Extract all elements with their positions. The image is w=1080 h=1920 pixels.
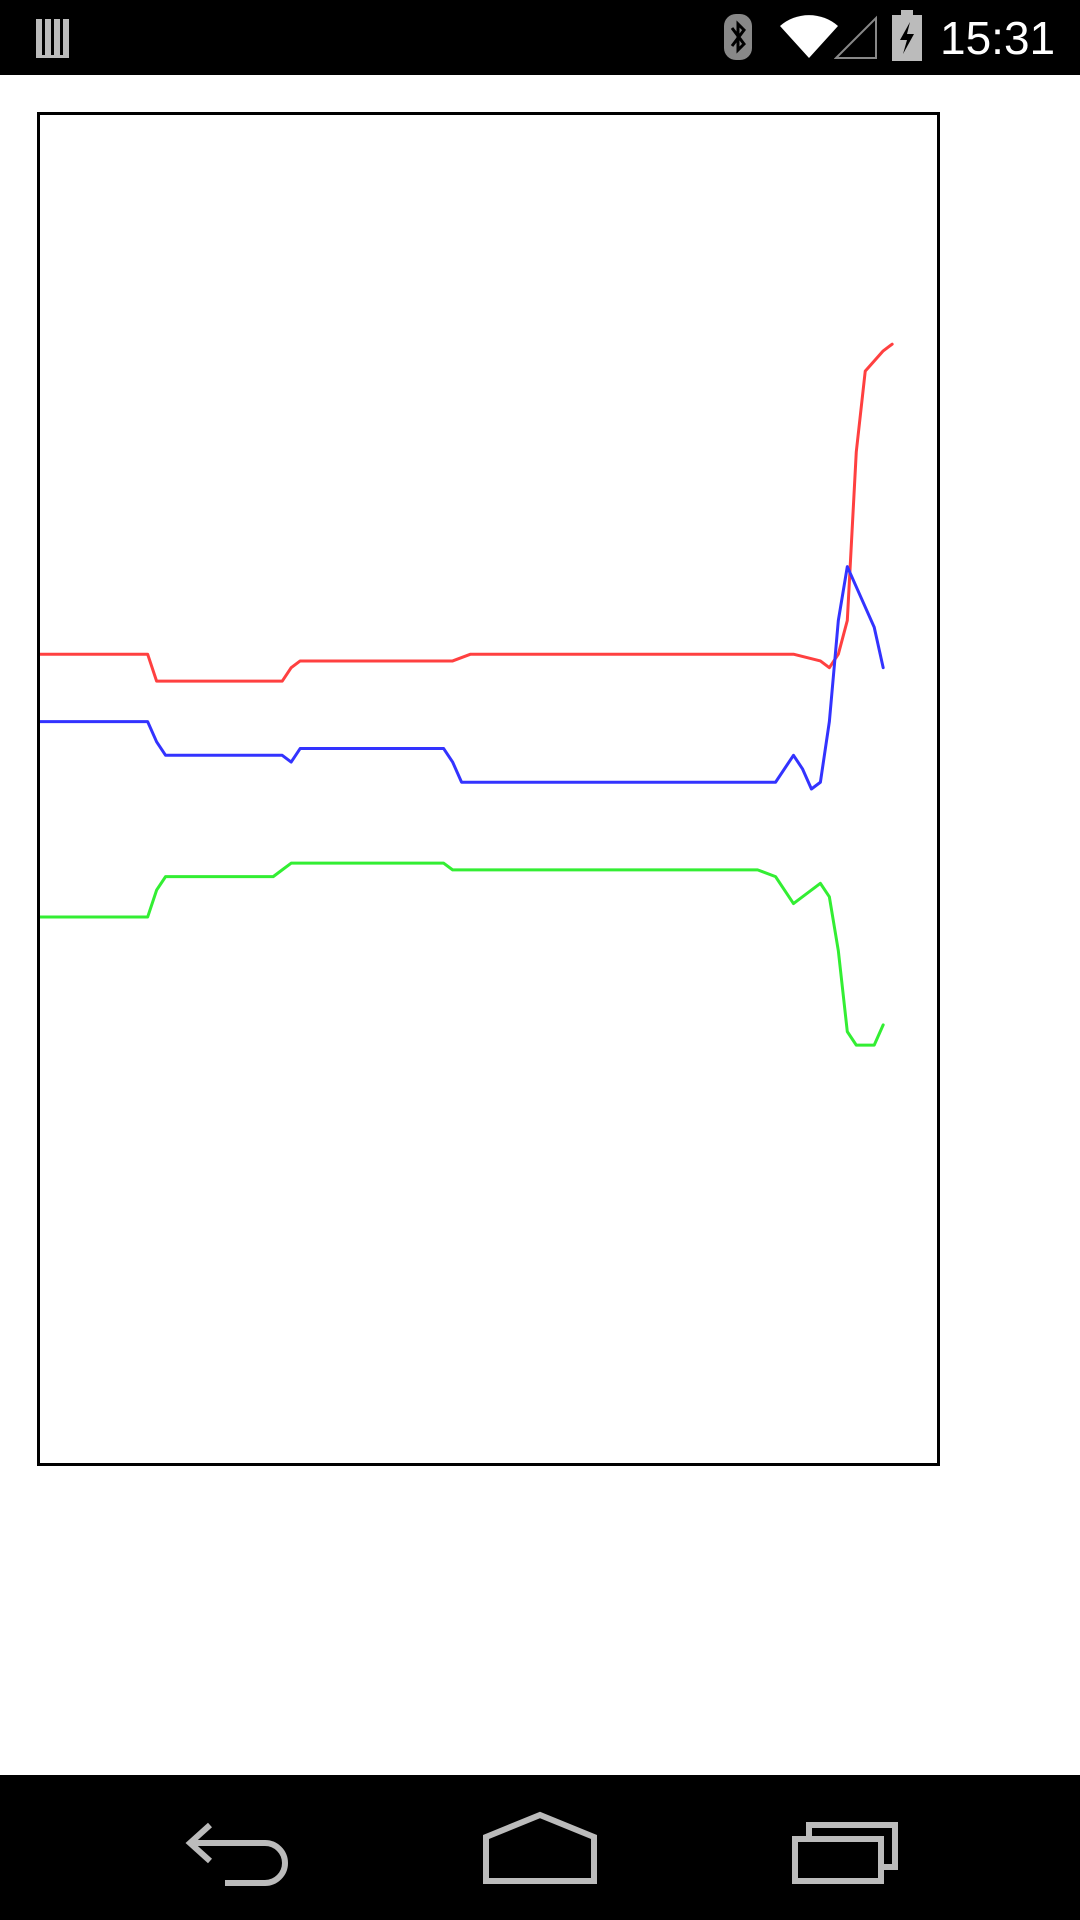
wifi-icon: [780, 15, 838, 58]
battery-charging-icon: [892, 10, 922, 61]
sensor-plot-canvas: [40, 342, 894, 1047]
navigation-bar: [0, 1775, 1080, 1920]
series-line-1: [40, 565, 885, 791]
status-bar: 15:31: [0, 0, 1080, 75]
status-time: 15:31: [940, 12, 1056, 64]
recents-icon[interactable]: [775, 1805, 915, 1890]
back-icon[interactable]: [170, 1805, 310, 1890]
cell-signal-icon: [834, 15, 877, 59]
home-icon[interactable]: [470, 1805, 610, 1890]
series-line-0: [40, 342, 894, 683]
series-line-2: [40, 861, 885, 1047]
bluetooth-icon: [724, 14, 752, 60]
sensor-plot: [37, 112, 940, 1466]
notification-bars-icon: [36, 19, 69, 58]
